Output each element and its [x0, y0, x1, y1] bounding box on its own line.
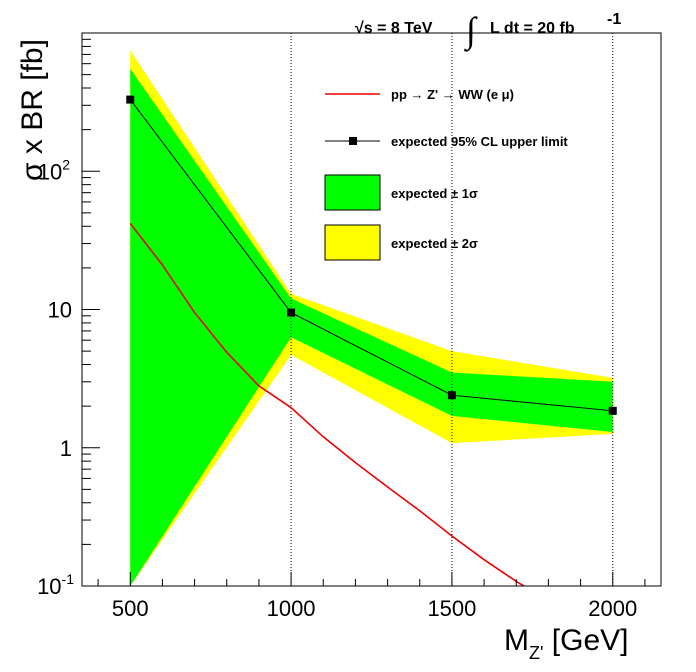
- y-tick-label: 102: [38, 156, 70, 184]
- bands-layer: [130, 50, 613, 587]
- expected-limit-marker: [608, 406, 617, 415]
- legend-label: expected ± 1σ: [391, 186, 478, 201]
- y-tick-exponent: -1: [62, 571, 75, 587]
- band-1sigma: [130, 68, 613, 587]
- expected-limit-line: [129, 99, 613, 412]
- legend-2sigma-swatch: [324, 224, 381, 261]
- x-axis-title-main: M: [504, 624, 529, 657]
- x-tick-label: 2000: [588, 596, 637, 621]
- legend-1sigma-swatch: [324, 174, 381, 211]
- integral-sign: ∫: [464, 10, 478, 52]
- x-axis-title-unit: [GeV]: [543, 624, 628, 657]
- expected-limit-marker: [287, 308, 296, 317]
- signal-curve: [129, 222, 526, 586]
- y-axis-title: σ x BR [fb]: [16, 39, 49, 181]
- legend-label: expected ± 2σ: [391, 236, 478, 251]
- y-tick-base: 10: [38, 159, 62, 184]
- expected-limit-marker: [126, 95, 135, 104]
- lumi-label: L dt = 20 fb: [490, 20, 575, 37]
- y-tick-label: 10: [48, 298, 72, 323]
- x-axis-title-sub: Z': [529, 643, 543, 663]
- legend-limit-marker: [349, 137, 357, 145]
- expected-limit-marker: [447, 391, 456, 400]
- energy-label: √s = 8 TeV: [355, 20, 433, 37]
- y-tick-base: 10: [37, 574, 61, 599]
- legend-layer: pp → Z' → WW (e μ) expected 95% CL upper …: [324, 87, 568, 261]
- legend-label: expected 95% CL upper limit: [391, 134, 568, 149]
- grid-layer: [290, 33, 614, 586]
- y-tick-exponent: 2: [62, 156, 70, 172]
- y-tick-label: 10-1: [37, 571, 74, 599]
- y-tick-label: 1: [60, 436, 72, 461]
- x-tick-label: 1500: [427, 596, 476, 621]
- lumi-exponent: -1: [607, 11, 621, 28]
- header-layer: √s = 8 TeV ∫ L dt = 20 fb -1: [355, 10, 621, 52]
- x-axis-title: MZ' [GeV]: [504, 624, 628, 663]
- x-tick-label: 1000: [267, 596, 316, 621]
- lines-layer: [126, 95, 617, 586]
- x-tick-label: 500: [112, 596, 149, 621]
- legend-label: pp → Z' → WW (e μ): [391, 87, 514, 102]
